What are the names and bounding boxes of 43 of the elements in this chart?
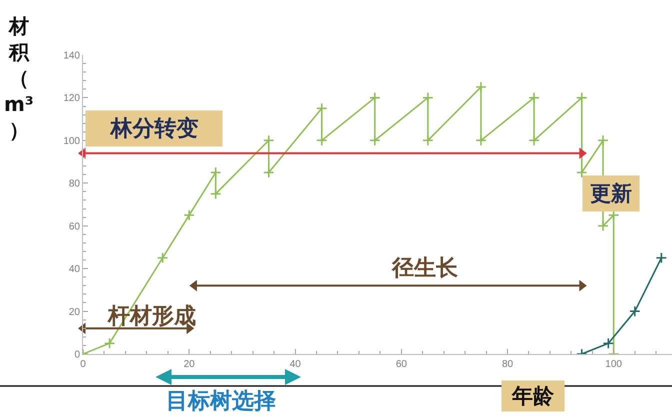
point xyxy=(263,134,274,146)
y-tick-label: 120 xyxy=(63,93,80,104)
x-axis-title: 年龄 xyxy=(511,384,555,408)
x-tick-label: 100 xyxy=(605,359,622,370)
point xyxy=(183,210,195,221)
series-label: 径生长 xyxy=(391,256,459,281)
point xyxy=(602,338,614,349)
y-axis-title: 材积（m³） xyxy=(4,14,34,142)
x-tick-label: 40 xyxy=(290,359,302,370)
point xyxy=(422,92,434,104)
point xyxy=(629,306,641,317)
point xyxy=(597,220,609,232)
point xyxy=(475,81,487,93)
text: 目标树选择 xyxy=(166,389,276,414)
point xyxy=(104,338,116,349)
point xyxy=(528,92,540,104)
series-label: 林分转变 xyxy=(110,116,198,142)
y-tick-label: 40 xyxy=(68,264,80,276)
point xyxy=(576,166,588,178)
point xyxy=(316,102,328,114)
point xyxy=(210,188,222,200)
x-tick-label: 20 xyxy=(184,359,196,370)
point xyxy=(263,166,274,178)
point xyxy=(656,252,668,264)
point xyxy=(369,92,380,104)
point xyxy=(156,252,168,264)
point xyxy=(597,134,609,146)
y-tick-label: 20 xyxy=(68,306,80,318)
y-tick-label: 80 xyxy=(68,178,80,190)
y-tick-label: 60 xyxy=(68,221,80,232)
y-tick-label: 140 xyxy=(63,50,80,62)
point xyxy=(422,134,434,146)
x-tick-label: 60 xyxy=(396,359,408,370)
point xyxy=(475,134,487,146)
x-tick-label: 80 xyxy=(502,359,514,370)
point xyxy=(369,134,380,146)
point xyxy=(576,92,588,104)
y-tick-label: 100 xyxy=(63,136,80,147)
point xyxy=(528,134,540,146)
point xyxy=(210,166,222,178)
y-tick-label: 0 xyxy=(74,350,80,360)
annotation: 更新 xyxy=(590,182,632,206)
point xyxy=(316,134,328,146)
